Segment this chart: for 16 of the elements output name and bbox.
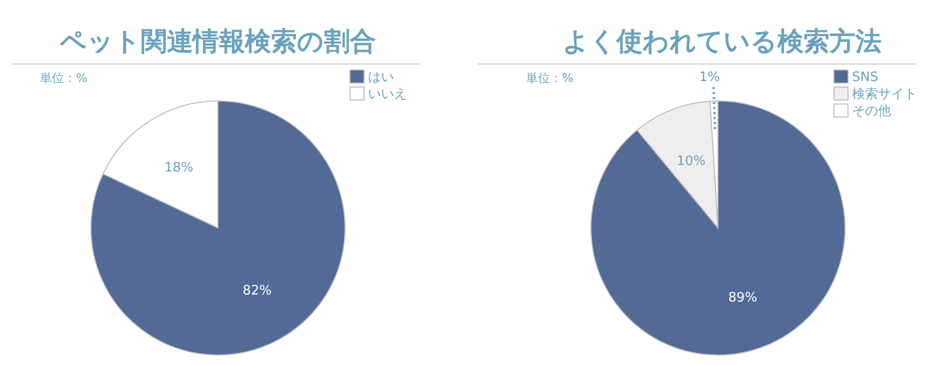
pie-slice [90, 100, 346, 356]
pie-slice [590, 100, 846, 356]
chart-subtitle: 単位：% [526, 71, 574, 85]
data-label: 89% [728, 290, 758, 306]
legend-label: いいえ [368, 87, 407, 102]
data-label: 82% [242, 284, 272, 299]
data-label: 18% [164, 160, 194, 176]
chart-title: ペット関連情報検索の割合 [59, 27, 376, 57]
legend-label: 検索サイト [852, 87, 917, 102]
data-label: 1% [699, 70, 720, 86]
legend-label: その他 [852, 104, 891, 119]
legend-label: SNS [852, 70, 878, 85]
data-label: 10% [676, 154, 706, 170]
legend-label: はい [368, 70, 394, 85]
chart-subtitle: 単位：% [40, 71, 88, 85]
chart-title: よく使われている検索方法 [562, 27, 882, 57]
